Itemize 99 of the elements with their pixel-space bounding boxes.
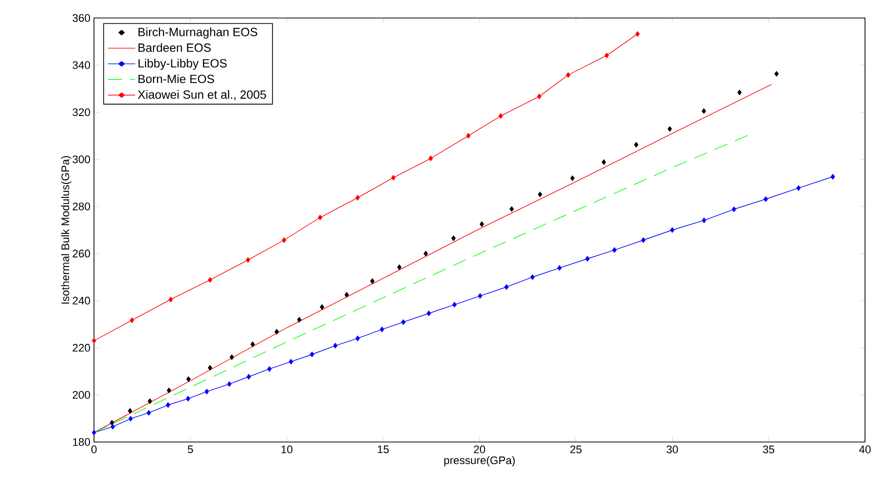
point — [110, 420, 114, 426]
point — [530, 274, 535, 280]
y-tick-label: 340 — [72, 61, 90, 69]
point — [612, 247, 617, 253]
point — [602, 159, 606, 165]
point — [208, 277, 212, 283]
y-tick-label: 300 — [72, 155, 90, 164]
point — [452, 302, 457, 308]
point — [356, 336, 360, 342]
point — [310, 352, 314, 358]
point — [282, 237, 286, 243]
legend-label: Born-Mie EOS — [138, 74, 214, 84]
point — [764, 196, 768, 202]
point — [702, 108, 706, 114]
point — [702, 218, 706, 224]
x-tick-label: 25 — [570, 446, 582, 454]
point — [267, 366, 272, 372]
legend-label: Birch-Murnaghan EOS — [138, 27, 258, 39]
point — [391, 174, 396, 180]
point — [428, 156, 433, 162]
x-axis-title: pressure(GPa) — [444, 456, 515, 466]
point — [166, 402, 170, 408]
point — [478, 293, 482, 299]
y-tick-label: 280 — [72, 202, 90, 210]
point — [537, 94, 542, 100]
y-tick-label: 200 — [72, 391, 90, 399]
y-tick-label: 360 — [72, 14, 90, 22]
point — [370, 278, 374, 284]
x-tick-label: 5 — [188, 446, 193, 454]
point — [566, 72, 570, 78]
y-axis-title: Isothermal Bulk Modulus(GPa) — [61, 156, 72, 304]
point — [274, 329, 279, 334]
legend-label: Libby-Libby EOS — [138, 58, 227, 70]
y-tick-label: 220 — [72, 344, 90, 352]
point — [670, 227, 674, 233]
point — [318, 214, 322, 220]
legend-label: Bardeen EOS — [138, 43, 211, 52]
point — [774, 71, 779, 77]
point — [480, 221, 484, 227]
point — [538, 192, 542, 198]
point — [498, 113, 503, 119]
x-tick-label: 40 — [859, 446, 871, 454]
x-tick-label: 15 — [378, 446, 389, 454]
point — [320, 304, 324, 310]
point — [634, 142, 638, 148]
point — [204, 388, 209, 394]
x-tick-label: 30 — [666, 446, 678, 454]
point — [230, 354, 234, 360]
y-tick-label: 320 — [72, 108, 90, 116]
point — [168, 296, 173, 302]
point — [796, 185, 801, 191]
point — [128, 408, 132, 414]
point — [466, 133, 470, 139]
point — [732, 206, 736, 212]
point — [641, 237, 646, 243]
point — [585, 256, 590, 262]
point — [128, 416, 133, 422]
point — [830, 174, 835, 180]
point — [227, 381, 232, 387]
point — [250, 342, 255, 347]
legend-label: Xiaowei Sun et al., 2005 — [138, 90, 266, 100]
point — [424, 250, 428, 256]
x-tick-label: 35 — [762, 446, 774, 454]
point — [344, 292, 349, 298]
x-tick-label: 0 — [91, 446, 97, 454]
point — [166, 388, 172, 394]
point — [504, 284, 509, 290]
y-tick-label: 180 — [73, 438, 90, 446]
point — [288, 358, 294, 364]
point — [208, 365, 212, 371]
point — [401, 319, 406, 325]
x-tick-label: 10 — [281, 446, 292, 454]
point — [146, 410, 151, 416]
x-tick-label: 20 — [474, 446, 486, 454]
point — [635, 31, 640, 37]
point — [510, 206, 514, 212]
point — [186, 376, 191, 382]
point — [380, 326, 384, 332]
point — [297, 317, 302, 322]
point — [557, 265, 562, 271]
point — [246, 257, 250, 263]
point — [92, 430, 96, 436]
point — [92, 338, 96, 344]
point — [668, 126, 672, 132]
point — [570, 175, 575, 181]
point — [110, 424, 115, 430]
point — [426, 310, 431, 316]
point — [356, 194, 360, 200]
y-tick-label: 240 — [72, 296, 90, 305]
point — [130, 317, 134, 323]
point — [186, 396, 190, 402]
point — [604, 52, 609, 58]
point — [333, 342, 338, 348]
point — [246, 374, 251, 380]
y-tick-label: 260 — [72, 250, 90, 258]
point — [737, 90, 742, 96]
point — [148, 398, 152, 404]
point — [397, 264, 402, 270]
point — [451, 236, 456, 241]
